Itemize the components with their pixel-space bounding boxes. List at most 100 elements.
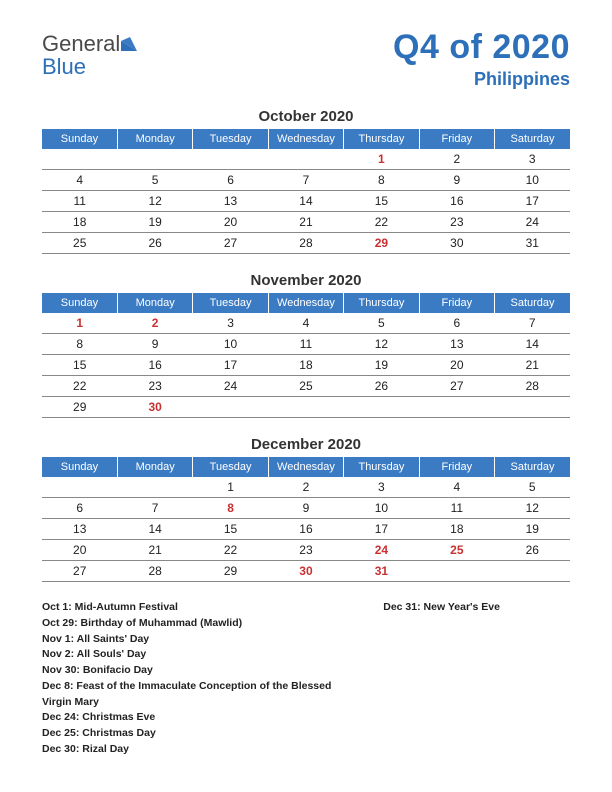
calendar-cell: 17	[344, 519, 419, 540]
calendar-cell: 12	[117, 191, 192, 212]
holiday-entry: Dec 30: Rizal Day	[42, 742, 353, 758]
weekday-header: Tuesday	[193, 293, 268, 313]
weekday-header: Friday	[419, 129, 494, 149]
calendar-cell: 16	[117, 355, 192, 376]
calendar-cell: 26	[495, 540, 570, 561]
calendar-cell: 31	[495, 233, 570, 254]
calendar-row: 891011121314	[42, 334, 570, 355]
calendar-cell: 27	[42, 561, 117, 582]
weekday-header: Tuesday	[193, 129, 268, 149]
weekday-header: Friday	[419, 293, 494, 313]
calendar-cell: 29	[193, 561, 268, 582]
calendar-cell: 4	[268, 313, 343, 334]
calendar-cell: 8	[344, 170, 419, 191]
holidays-right-col: Dec 31: New Year's Eve	[383, 600, 570, 758]
calendar-row: 22232425262728	[42, 376, 570, 397]
calendar-row: 11121314151617	[42, 191, 570, 212]
calendar-cell: 19	[495, 519, 570, 540]
calendar-cell: 20	[42, 540, 117, 561]
calendar-cell: 7	[268, 170, 343, 191]
holiday-entry: Oct 29: Birthday of Muhammad (Mawlid)	[42, 616, 353, 632]
calendar-row: 2728293031	[42, 561, 570, 582]
calendar-row: 6789101112	[42, 498, 570, 519]
calendar-cell: 10	[495, 170, 570, 191]
weekday-header: Wednesday	[268, 129, 343, 149]
weekday-header: Saturday	[495, 129, 570, 149]
holidays-left-col: Oct 1: Mid-Autumn FestivalOct 29: Birthd…	[42, 600, 353, 758]
weekday-header: Tuesday	[193, 457, 268, 477]
calendar-cell: 23	[419, 212, 494, 233]
subtitle: Philippines	[393, 69, 570, 90]
calendar-cell: 30	[268, 561, 343, 582]
calendar-cell: 3	[495, 149, 570, 170]
calendar-cell: 24	[495, 212, 570, 233]
calendar-cell	[344, 397, 419, 418]
calendar-cell	[117, 477, 192, 498]
calendar-cell: 13	[42, 519, 117, 540]
calendar-cell: 23	[268, 540, 343, 561]
calendar-row: 12345	[42, 477, 570, 498]
months-container: October 2020 SundayMondayTuesdayWednesday…	[42, 108, 570, 582]
calendar-cell: 12	[344, 334, 419, 355]
calendar-cell: 22	[344, 212, 419, 233]
calendar-cell: 25	[419, 540, 494, 561]
calendar-cell: 11	[42, 191, 117, 212]
month-block: October 2020 SundayMondayTuesdayWednesday…	[42, 108, 570, 254]
weekday-header: Thursday	[344, 457, 419, 477]
weekday-header: Sunday	[42, 457, 117, 477]
weekday-header: Saturday	[495, 457, 570, 477]
calendar-cell: 27	[193, 233, 268, 254]
calendar-cell: 18	[268, 355, 343, 376]
calendar-cell: 17	[495, 191, 570, 212]
calendar-cell: 15	[193, 519, 268, 540]
calendar-table: SundayMondayTuesdayWednesdayThursdayFrid…	[42, 129, 570, 254]
calendar-cell: 20	[193, 212, 268, 233]
calendar-table: SundayMondayTuesdayWednesdayThursdayFrid…	[42, 293, 570, 418]
calendar-cell: 7	[117, 498, 192, 519]
holiday-entry: Nov 30: Bonifacio Day	[42, 663, 353, 679]
month-block: November 2020 SundayMondayTuesdayWednesda…	[42, 272, 570, 418]
calendar-cell: 3	[344, 477, 419, 498]
calendar-cell	[193, 397, 268, 418]
calendar-cell: 4	[42, 170, 117, 191]
calendar-cell: 21	[495, 355, 570, 376]
calendar-cell: 24	[344, 540, 419, 561]
calendar-cell: 29	[344, 233, 419, 254]
calendar-cell: 18	[419, 519, 494, 540]
title-block: Q4 of 2020 Philippines	[393, 28, 570, 90]
weekday-header: Friday	[419, 457, 494, 477]
calendar-cell: 8	[42, 334, 117, 355]
calendar-cell: 25	[268, 376, 343, 397]
calendar-cell: 3	[193, 313, 268, 334]
calendar-table: SundayMondayTuesdayWednesdayThursdayFrid…	[42, 457, 570, 582]
weekday-header: Thursday	[344, 293, 419, 313]
calendar-cell: 26	[117, 233, 192, 254]
calendar-cell: 25	[42, 233, 117, 254]
weekday-header: Wednesday	[268, 293, 343, 313]
calendar-cell: 2	[117, 313, 192, 334]
calendar-cell: 2	[419, 149, 494, 170]
calendar-cell: 13	[193, 191, 268, 212]
month-title: October 2020	[42, 108, 570, 125]
calendar-cell: 22	[42, 376, 117, 397]
calendar-row: 123	[42, 149, 570, 170]
calendar-cell: 20	[419, 355, 494, 376]
calendar-cell: 12	[495, 498, 570, 519]
month-title: November 2020	[42, 272, 570, 289]
calendar-row: 18192021222324	[42, 212, 570, 233]
calendar-cell	[42, 477, 117, 498]
calendar-cell: 4	[419, 477, 494, 498]
calendar-cell: 23	[117, 376, 192, 397]
calendar-cell: 9	[117, 334, 192, 355]
calendar-cell: 22	[193, 540, 268, 561]
calendar-cell: 19	[344, 355, 419, 376]
calendar-cell: 8	[193, 498, 268, 519]
calendar-cell: 28	[268, 233, 343, 254]
calendar-cell: 30	[419, 233, 494, 254]
holiday-entry: Nov 2: All Souls' Day	[42, 647, 353, 663]
holiday-entry: Dec 8: Feast of the Immaculate Conceptio…	[42, 679, 353, 711]
calendar-cell: 6	[419, 313, 494, 334]
calendar-cell: 6	[42, 498, 117, 519]
calendar-cell: 24	[193, 376, 268, 397]
calendar-cell: 10	[344, 498, 419, 519]
